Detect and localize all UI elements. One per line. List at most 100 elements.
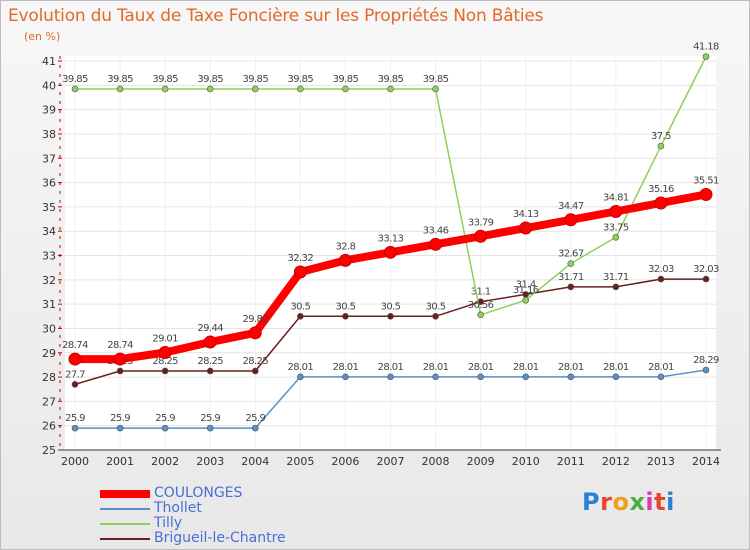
- logo-letter: P: [582, 488, 601, 516]
- data-point-tilly: [297, 85, 304, 93]
- y-tick-label: 35: [42, 201, 56, 214]
- data-label-tilly: 39.85: [197, 74, 223, 85]
- data-point-tilly: [432, 85, 439, 93]
- data-label-thollet: 28.01: [648, 362, 674, 373]
- logo-letter: o: [612, 488, 630, 516]
- data-label-coulonges: 32.32: [288, 253, 314, 264]
- data-point-brigueil-le-chantre: [206, 367, 214, 375]
- data-point-thollet: [297, 373, 304, 381]
- data-label-brigueil-le-chantre: 32.03: [648, 264, 674, 275]
- unit-label: (en %): [24, 30, 61, 43]
- x-tick-label: 2002: [151, 455, 179, 468]
- data-point-tilly: [657, 142, 665, 150]
- data-point-thollet: [567, 373, 575, 381]
- data-label-brigueil-le-chantre: 28.25: [197, 356, 223, 367]
- data-point-coulonges: [248, 326, 262, 340]
- x-tick-label: 2010: [512, 455, 540, 468]
- data-label-coulonges: 35.51: [693, 175, 719, 186]
- y-tick-label: 31: [42, 298, 56, 311]
- data-point-brigueil-le-chantre: [251, 367, 259, 375]
- data-label-tilly: 39.85: [242, 74, 268, 85]
- data-point-thollet: [432, 373, 439, 381]
- data-point-thollet: [161, 424, 169, 432]
- data-point-coulonges: [293, 265, 307, 279]
- data-point-coulonges: [654, 196, 668, 210]
- y-tick-label: 25: [42, 444, 56, 457]
- logo-letter: r: [600, 488, 613, 516]
- data-label-thollet: 25.9: [245, 413, 265, 424]
- data-label-thollet: 28.01: [513, 362, 539, 373]
- data-label-thollet: 28.01: [468, 362, 494, 373]
- data-label-coulonges: 33.13: [378, 233, 404, 244]
- legend-label-thollet: Thollet: [154, 500, 202, 516]
- data-label-brigueil-le-chantre: 32.03: [693, 264, 719, 275]
- data-point-brigueil-le-chantre: [116, 367, 124, 375]
- data-label-brigueil-le-chantre: 30.5: [426, 301, 446, 312]
- legend-item-thollet: Thollet: [100, 501, 286, 516]
- data-point-tilly: [206, 85, 214, 93]
- data-label-thollet: 28.01: [288, 362, 314, 373]
- legend-label-tilly: Tilly: [154, 515, 183, 531]
- data-point-tilly: [387, 85, 394, 93]
- data-label-coulonges: 33.79: [468, 217, 494, 228]
- x-tick-label: 2004: [241, 455, 269, 468]
- data-point-thollet: [251, 424, 259, 432]
- legend-label-coulonges: COULONGES: [154, 485, 243, 501]
- data-point-thollet: [657, 373, 665, 381]
- data-point-coulonges: [429, 237, 443, 251]
- legend-item-coulonges: COULONGES: [100, 486, 286, 501]
- data-label-brigueil-le-chantre: 31.4: [516, 279, 536, 290]
- y-tick-label: 41: [42, 55, 56, 68]
- data-label-tilly: 39.85: [107, 74, 133, 85]
- data-label-brigueil-le-chantre: 31.1: [471, 287, 491, 298]
- data-point-brigueil-le-chantre: [297, 312, 304, 320]
- x-tick-label: 2008: [422, 455, 450, 468]
- y-tick-label: 34: [42, 225, 56, 238]
- data-label-thollet: 28.01: [558, 362, 584, 373]
- data-label-brigueil-le-chantre: 27.7: [65, 369, 85, 380]
- data-label-tilly: 31.16: [513, 285, 539, 296]
- data-label-brigueil-le-chantre: 30.5: [335, 301, 355, 312]
- data-label-tilly: 39.85: [333, 74, 359, 85]
- data-label-coulonges: 28.74: [107, 340, 133, 351]
- data-point-coulonges: [338, 253, 352, 267]
- data-label-thollet: 28.01: [333, 362, 359, 373]
- data-label-brigueil-le-chantre: 30.5: [290, 301, 310, 312]
- data-point-tilly: [477, 311, 484, 319]
- legend-swatch-brigueil: [100, 537, 150, 540]
- data-label-brigueil-le-chantre: 28.25: [242, 356, 268, 367]
- data-point-thollet: [612, 373, 620, 381]
- data-label-brigueil-le-chantre: 30.5: [381, 301, 401, 312]
- logo-letter: i: [645, 488, 655, 516]
- y-tick-label: 30: [42, 322, 56, 335]
- y-tick-label: 33: [42, 250, 56, 263]
- y-tick-label: 28: [42, 371, 56, 384]
- data-point-coulonges: [564, 213, 578, 227]
- data-label-thollet: 28.01: [423, 362, 449, 373]
- data-point-coulonges: [68, 352, 82, 366]
- x-tick-label: 2003: [196, 455, 224, 468]
- data-point-thollet: [477, 373, 484, 381]
- data-label-coulonges: 34.81: [603, 192, 629, 203]
- x-tick-label: 2009: [467, 455, 495, 468]
- x-tick-label: 2005: [286, 455, 314, 468]
- x-tick-label: 2014: [692, 455, 720, 468]
- data-point-brigueil-le-chantre: [657, 275, 665, 283]
- data-point-brigueil-le-chantre: [567, 283, 575, 291]
- legend-label-brigueil: Brigueil-le-Chantre: [154, 530, 286, 546]
- logo-letter: t: [654, 488, 667, 516]
- data-point-thollet: [522, 373, 530, 381]
- y-tick-label: 39: [42, 104, 56, 117]
- y-tick-label: 32: [42, 274, 56, 287]
- data-point-thollet: [206, 424, 214, 432]
- y-tick-label: 40: [42, 79, 56, 92]
- legend-swatch-thollet: [100, 507, 150, 510]
- data-point-coulonges: [384, 245, 397, 259]
- y-tick-label: 37: [42, 152, 56, 165]
- data-label-coulonges: 29.44: [197, 323, 223, 334]
- data-point-brigueil-le-chantre: [387, 312, 394, 320]
- y-tick-label: 36: [42, 177, 56, 190]
- x-tick-label: 2012: [602, 455, 630, 468]
- data-label-brigueil-le-chantre: 28.25: [152, 356, 178, 367]
- data-label-coulonges: 34.47: [558, 201, 584, 212]
